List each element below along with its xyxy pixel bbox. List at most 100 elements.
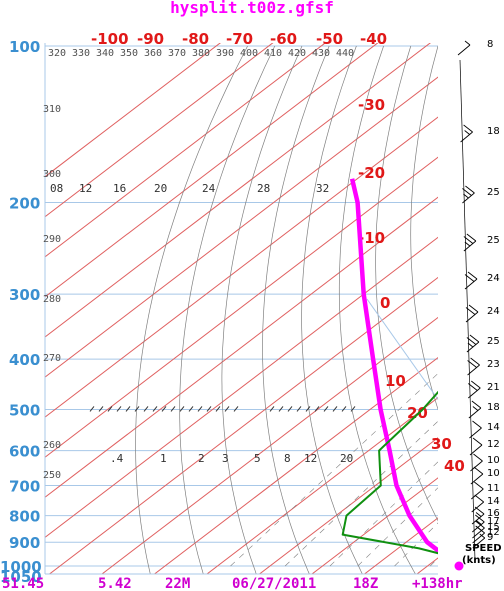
pressure-tick-label: 500 [9,401,40,419]
frame-diagonal [366,298,439,400]
level-tick [224,406,230,412]
theta-tick-label: 260 [43,440,61,451]
wind-barb-feather [472,420,482,429]
wind-speed-label: 25 [487,235,500,246]
level-tick [287,406,293,412]
isotherm-line [311,477,438,574]
level-tick [152,406,158,412]
wind-barb-feather [466,337,477,345]
temperature-tick-label: 0 [380,294,390,312]
wind-barb-feather [475,514,485,523]
wind-barb-feather [470,357,480,366]
theta-tick-label: 330 [72,48,90,59]
wind-speed-label: 21 [487,382,500,393]
wind-barb [471,513,485,525]
theta-tick-label: 440 [336,48,354,59]
dry-adiabat-line [135,45,248,574]
temperature-tick-label: -90 [137,30,164,48]
wind-barb-feather [463,236,474,244]
wind-barb-feather [463,124,473,133]
temperature-tick-label: 40 [444,457,465,475]
axis-labels: 10020030040050060070080090010001050-100-… [0,30,465,586]
isotherm-line [48,276,438,574]
mixing-ratio-tick-label: 2 [198,452,205,465]
dry-adiabat-line [179,45,276,574]
pressure-tick-label: 1050 [0,568,42,586]
wind-barb-feather [462,188,472,196]
wind-speed-label: 25 [487,336,500,347]
level-tick [332,406,338,412]
dry-adiabat-line [301,45,363,574]
temperature-tick-label: -60 [270,30,297,48]
wind-speed-label: 18 [487,126,500,137]
theta-tick-label: 300 [43,169,61,180]
wind-barb-feather [475,525,485,534]
footer-elev: 22M [165,576,190,591]
mixing-ratio-tick-label: 32 [316,182,329,195]
level-tick [296,406,302,412]
temperature-tick-label: -100 [91,30,129,48]
theta-tick-label: 420 [288,48,306,59]
level-tick [161,406,167,412]
isotherm-line [45,196,438,498]
wind-barb-feather [463,193,469,199]
wind-barb [470,460,483,472]
footer-lon: 5.42 [98,576,132,591]
temperature-tick-label: -50 [316,30,343,48]
theta-tick-label: 430 [312,48,330,59]
level-tick [170,406,176,412]
isotherm-line [45,43,431,338]
mixing-ratio-tick-label: 28 [257,182,270,195]
pressure-tick-label: 900 [9,534,40,552]
level-tick [98,406,104,412]
pressure-tick-label: 800 [9,508,40,526]
wind-speed-label: 24 [487,306,500,317]
wind-barb [472,537,486,549]
wind-barb [469,427,482,439]
wind-barb [471,488,484,500]
temperature-tick-label: -70 [226,30,253,48]
pressure-tick-label: 700 [9,477,40,495]
level-tick [179,406,185,412]
dry-adiabat-line [221,45,303,574]
wind-barb [472,521,485,533]
level-tick [116,406,122,412]
mixing-ratio-tick-label: 12 [79,182,92,195]
wind-barb-feather [466,233,477,242]
mixing-ratio-tick-label: 5 [254,452,261,465]
isotherm-line [45,43,379,298]
mixing-ratio-tick-label: 24 [202,182,216,195]
wind-speed-label: 14 [487,496,500,507]
mixing-ratio-tick-label: 8 [284,452,291,465]
wind-barb [468,407,482,419]
wind-barb-feather [468,383,478,391]
level-tick [278,406,284,412]
level-tick [269,406,275,412]
isotherm-line [258,437,438,574]
wind-speed-label: 8 [487,39,493,50]
theta-tick-label: 380 [192,48,210,59]
pressure-tick-label: 600 [9,443,40,461]
wind-speed-label: 12 [487,527,500,538]
wind-barb-feather [467,360,477,368]
wind-speed-label: 15 [487,522,500,533]
level-tick [134,406,140,412]
wind-barb-feather [464,274,475,282]
footer-hour: 18Z [353,576,378,591]
wind-speed-label: 10 [487,468,500,479]
temperature-tick-label: -10 [358,229,385,247]
level-tick [188,406,194,412]
isotherm-line [45,76,438,378]
wind-barb-feather [474,481,484,490]
mixing-ratio-tick-label: 20 [340,452,353,465]
wind-barb-feather [469,334,480,343]
sounding-curves [341,178,438,555]
level-tick [305,406,311,412]
wind-barb [469,444,483,456]
theta-tick-label: 340 [96,48,114,59]
pressure-tick-label: 200 [9,195,40,213]
wind-barb [471,501,484,513]
diagram-grid [45,43,438,574]
chart-title: hysplit.t00z.gfsf [170,0,334,17]
